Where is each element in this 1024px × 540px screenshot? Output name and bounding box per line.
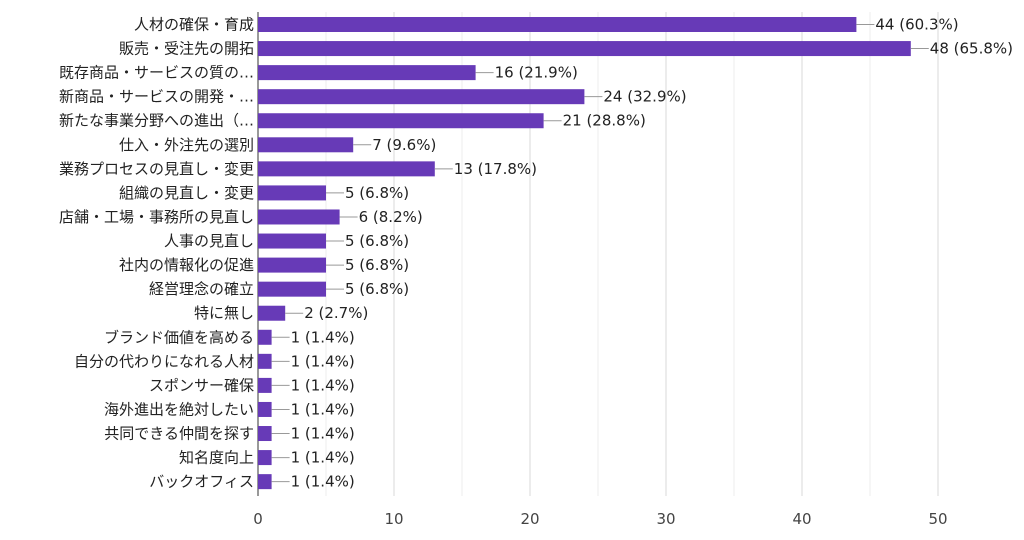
- category-label: 人材の確保・育成: [134, 16, 254, 34]
- data-label: 1 (1.4%): [291, 449, 355, 467]
- data-label: 1 (1.4%): [291, 352, 355, 370]
- data-label: 44 (60.3%): [875, 16, 958, 34]
- bar: [258, 233, 326, 249]
- x-tick-label: 50: [928, 510, 947, 528]
- bar: [258, 65, 476, 81]
- data-label: 5 (6.8%): [345, 280, 409, 298]
- data-label: 1 (1.4%): [291, 473, 355, 491]
- category-label: スポンサー確保: [149, 376, 254, 394]
- bar: [258, 377, 272, 393]
- bar: [258, 161, 435, 177]
- category-label: 既存商品・サービスの質の…: [59, 64, 254, 82]
- data-label: 5 (6.8%): [345, 256, 409, 274]
- category-label: 新商品・サービスの開発・…: [59, 88, 254, 106]
- bar: [258, 17, 857, 32]
- category-label: バックオフィス: [149, 473, 254, 491]
- category-label: 特に無し: [194, 304, 254, 322]
- category-label: 社内の情報化の促進: [119, 256, 254, 274]
- data-label: 6 (8.2%): [359, 208, 423, 226]
- data-label: 1 (1.4%): [291, 376, 355, 394]
- data-label: 13 (17.8%): [454, 160, 537, 178]
- data-label: 5 (6.8%): [345, 184, 409, 202]
- category-label: 人事の見直し: [164, 232, 254, 250]
- category-label: 自分の代わりになれる人材: [74, 352, 254, 370]
- bar: [258, 401, 272, 417]
- bar: [258, 281, 326, 297]
- data-label: 21 (28.8%): [563, 112, 646, 130]
- bar: [258, 474, 272, 490]
- category-label: 店舗・工場・事務所の見直し: [59, 208, 254, 226]
- x-tick-label: 10: [384, 510, 403, 528]
- x-tick-label: 20: [520, 510, 539, 528]
- data-label: 24 (32.9%): [603, 88, 686, 106]
- bar: [258, 41, 911, 57]
- x-tick-label: 30: [656, 510, 675, 528]
- category-label: 知名度向上: [179, 449, 254, 467]
- x-tick-label: 40: [792, 510, 811, 528]
- category-label: 販売・受注先の開拓: [119, 40, 254, 58]
- category-label: 共同できる仲間を探す: [104, 425, 254, 443]
- bar: [258, 209, 340, 225]
- category-label: ブランド価値を高める: [104, 328, 254, 346]
- category-label: 仕入・外注先の選別: [119, 136, 254, 154]
- category-label: 業務プロセスの見直し・変更: [59, 160, 254, 178]
- data-label: 7 (9.6%): [372, 136, 436, 154]
- data-label: 5 (6.8%): [345, 232, 409, 250]
- bar: [258, 137, 354, 153]
- bar: [258, 257, 326, 273]
- category-label: 新たな事業分野への進出（…: [59, 112, 254, 130]
- category-label: 海外進出を絶対したい: [104, 400, 254, 418]
- bar: [258, 185, 326, 201]
- category-label: 組織の見直し・変更: [119, 184, 254, 202]
- category-label: 経営理念の確立: [149, 280, 254, 298]
- data-label: 48 (65.8%): [930, 40, 1013, 58]
- x-tick-label: 0: [253, 510, 263, 528]
- data-label: 16 (21.9%): [495, 64, 578, 82]
- bar: [258, 426, 272, 442]
- data-label: 1 (1.4%): [291, 328, 355, 346]
- data-label: 2 (2.7%): [304, 304, 368, 322]
- bar: [258, 450, 272, 466]
- bar: [258, 329, 272, 345]
- data-label: 1 (1.4%): [291, 400, 355, 418]
- bar: [258, 353, 272, 369]
- bar: [258, 305, 286, 321]
- bar: [258, 113, 544, 129]
- data-label: 1 (1.4%): [291, 425, 355, 443]
- bar: [258, 89, 585, 105]
